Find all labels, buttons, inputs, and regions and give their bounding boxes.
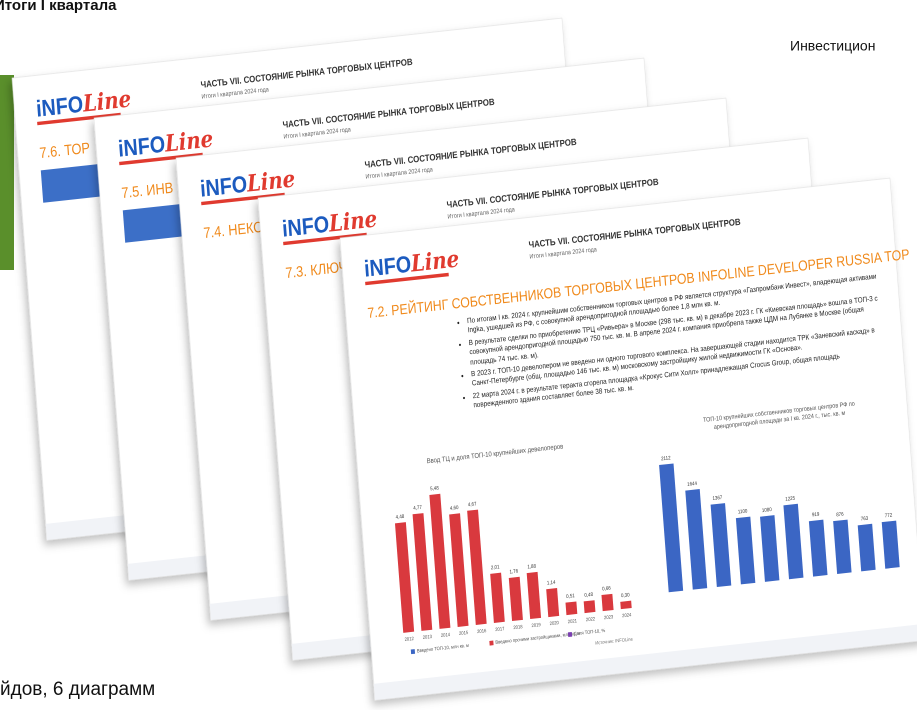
logo-script: Line	[163, 126, 214, 158]
value-label: 0,48	[584, 592, 593, 599]
x-tick-label: 2021	[568, 618, 578, 624]
logo-main: iNFO	[117, 131, 166, 162]
value-label: 763	[861, 515, 869, 522]
logo-main: iNFO	[363, 251, 412, 282]
value-label: 2112	[661, 455, 671, 463]
x-tick-label: 2014	[441, 632, 451, 638]
logo-script: Line	[327, 206, 378, 238]
value-label: 772	[885, 512, 893, 519]
value-label: 1,76	[509, 568, 518, 575]
value-label: 1225	[785, 495, 796, 503]
logo-script: Line	[245, 166, 296, 198]
logo-main: iNFO	[281, 211, 330, 242]
bar	[620, 601, 631, 610]
value-label: 0,30	[621, 592, 630, 599]
value-label: 1367	[712, 495, 723, 503]
x-tick-label: 2016	[477, 628, 487, 634]
bottom-fragment: йдов, 6 диаграмм	[0, 679, 155, 700]
value-label: 5,48	[430, 485, 439, 492]
legend-swatch	[411, 649, 415, 654]
page: Итоги I квартала Инвестицион йдов, 6 диа…	[0, 0, 917, 710]
value-label: 4,67	[468, 501, 477, 508]
right-fragment: Инвестицион	[790, 38, 875, 54]
value-label: 919	[812, 511, 820, 518]
logo-main: iNFO	[199, 171, 248, 202]
x-tick-label: 2019	[531, 622, 541, 628]
value-label: 4,48	[395, 514, 404, 521]
value-label: 4,77	[413, 504, 422, 511]
x-tick-label: 2020	[549, 620, 559, 626]
x-tick-label: 2013	[423, 634, 433, 640]
value-label: 2,01	[491, 564, 500, 571]
side-strip	[0, 75, 14, 270]
value-label: 0,51	[566, 593, 575, 600]
x-tick-label: 2015	[459, 630, 469, 636]
value-label: 1100	[738, 508, 748, 516]
value-label: 1,88	[527, 563, 536, 570]
x-tick-label: 2017	[495, 626, 505, 632]
x-tick-label: 2024	[622, 612, 632, 618]
value-label: 1644	[687, 481, 698, 489]
logo-script: Line	[409, 246, 460, 278]
value-label: 876	[836, 511, 844, 518]
bar	[546, 588, 559, 617]
title-fragment: Итоги I квартала	[0, 0, 117, 14]
legend-swatch	[489, 641, 493, 646]
x-tick-label: 2012	[404, 636, 414, 642]
value-label: 4,60	[450, 505, 459, 512]
value-label: 0,66	[602, 585, 611, 592]
legend-swatch	[568, 632, 572, 637]
bar	[584, 600, 596, 613]
value-label: 1,14	[547, 579, 556, 586]
x-tick-label: 2022	[586, 616, 596, 622]
x-tick-label: 2023	[604, 614, 614, 620]
x-tick-label: 2018	[513, 624, 523, 630]
value-label: 1080	[762, 507, 773, 515]
logo-script: Line	[81, 86, 132, 118]
bar	[565, 601, 577, 615]
bar	[601, 594, 613, 611]
logo-main: iNFO	[35, 91, 84, 122]
